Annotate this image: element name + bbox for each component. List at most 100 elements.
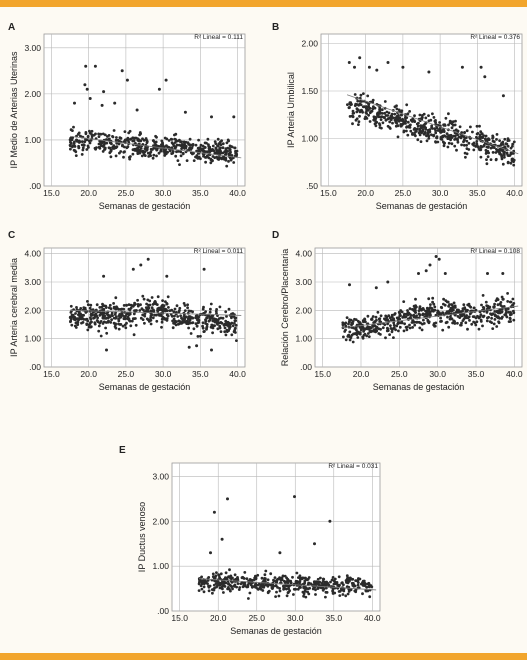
data-point	[136, 150, 140, 154]
x-tick-label: 15.0	[320, 188, 337, 198]
data-point	[69, 141, 73, 145]
outlier-point	[195, 344, 199, 348]
data-point	[236, 578, 240, 582]
data-point	[460, 143, 463, 147]
data-point	[156, 307, 160, 310]
data-point	[438, 121, 441, 124]
data-point	[159, 306, 163, 309]
data-point	[357, 120, 361, 124]
data-point	[425, 310, 429, 314]
data-point	[358, 99, 362, 103]
data-point	[427, 130, 431, 134]
outlier-point	[401, 65, 405, 69]
data-point	[385, 329, 389, 333]
data-point	[292, 587, 296, 591]
data-point	[367, 113, 370, 117]
data-point	[400, 109, 404, 113]
data-point	[69, 147, 72, 151]
data-point	[123, 323, 127, 327]
data-point	[423, 131, 427, 134]
data-point	[486, 146, 490, 149]
data-point	[415, 305, 418, 309]
data-point	[479, 313, 483, 317]
data-point	[493, 305, 496, 309]
data-point	[230, 585, 233, 588]
data-point	[381, 326, 385, 330]
outlier-point	[125, 78, 129, 82]
data-point	[126, 136, 130, 140]
data-point	[128, 157, 132, 161]
data-point	[215, 155, 219, 159]
data-point	[431, 308, 435, 312]
data-point	[161, 143, 164, 147]
data-point	[324, 586, 328, 590]
data-point	[480, 303, 483, 307]
data-point	[218, 586, 222, 590]
data-point	[133, 302, 137, 306]
data-point	[384, 318, 387, 322]
data-point	[222, 591, 225, 594]
data-point	[463, 131, 466, 134]
data-point	[366, 314, 370, 318]
data-point	[424, 312, 427, 316]
data-point	[347, 590, 351, 593]
outlier-point	[85, 87, 89, 91]
data-point	[285, 594, 289, 598]
data-point	[192, 159, 196, 163]
outlier-point	[374, 286, 378, 290]
data-point	[486, 155, 490, 159]
data-point	[186, 141, 190, 145]
data-point	[403, 322, 406, 326]
data-point	[194, 322, 198, 325]
data-point	[175, 304, 179, 308]
data-point	[345, 316, 349, 319]
data-point	[418, 305, 422, 309]
data-point	[112, 146, 116, 150]
data-point	[439, 316, 442, 320]
data-point	[271, 587, 274, 590]
data-point	[165, 317, 169, 320]
data-point	[119, 150, 123, 153]
data-point	[473, 321, 477, 325]
data-point	[427, 114, 430, 117]
data-point	[218, 305, 222, 309]
data-point	[512, 140, 516, 144]
data-point	[382, 115, 386, 119]
data-point	[150, 296, 154, 299]
data-point	[80, 321, 83, 325]
data-point	[394, 328, 397, 332]
data-point	[224, 310, 228, 314]
y-tick-label: 1.00	[301, 134, 318, 144]
x-axis-label: Semanas de gestación	[373, 382, 465, 392]
data-point	[333, 577, 337, 581]
data-point	[307, 581, 310, 585]
data-point	[206, 150, 210, 154]
data-point	[183, 144, 187, 148]
panel-b: B .50 1.00 1.50 2.00 15.0 20.0 25.0 30.0 35.0 40.0…	[272, 22, 523, 211]
data-point	[351, 122, 354, 126]
data-point	[220, 139, 224, 143]
data-point	[142, 308, 145, 312]
data-point	[129, 324, 133, 328]
data-point	[482, 306, 486, 310]
data-point	[80, 153, 84, 156]
data-point	[81, 146, 85, 150]
x-tick-label: 30.0	[155, 369, 172, 379]
data-point	[295, 571, 299, 575]
outlier-point	[367, 65, 371, 69]
data-point	[493, 310, 497, 313]
data-point	[186, 306, 190, 310]
data-point	[74, 326, 78, 329]
data-point	[430, 133, 433, 137]
data-point	[224, 156, 228, 160]
data-point	[82, 306, 86, 309]
data-point	[456, 140, 460, 144]
data-point	[454, 119, 457, 123]
data-point	[227, 307, 231, 311]
data-point	[456, 133, 459, 137]
y-axis-label: IP Arteria cerebral media	[9, 258, 19, 357]
data-point	[405, 103, 409, 107]
data-point	[99, 309, 102, 313]
data-point	[190, 146, 194, 150]
data-point	[196, 335, 200, 338]
